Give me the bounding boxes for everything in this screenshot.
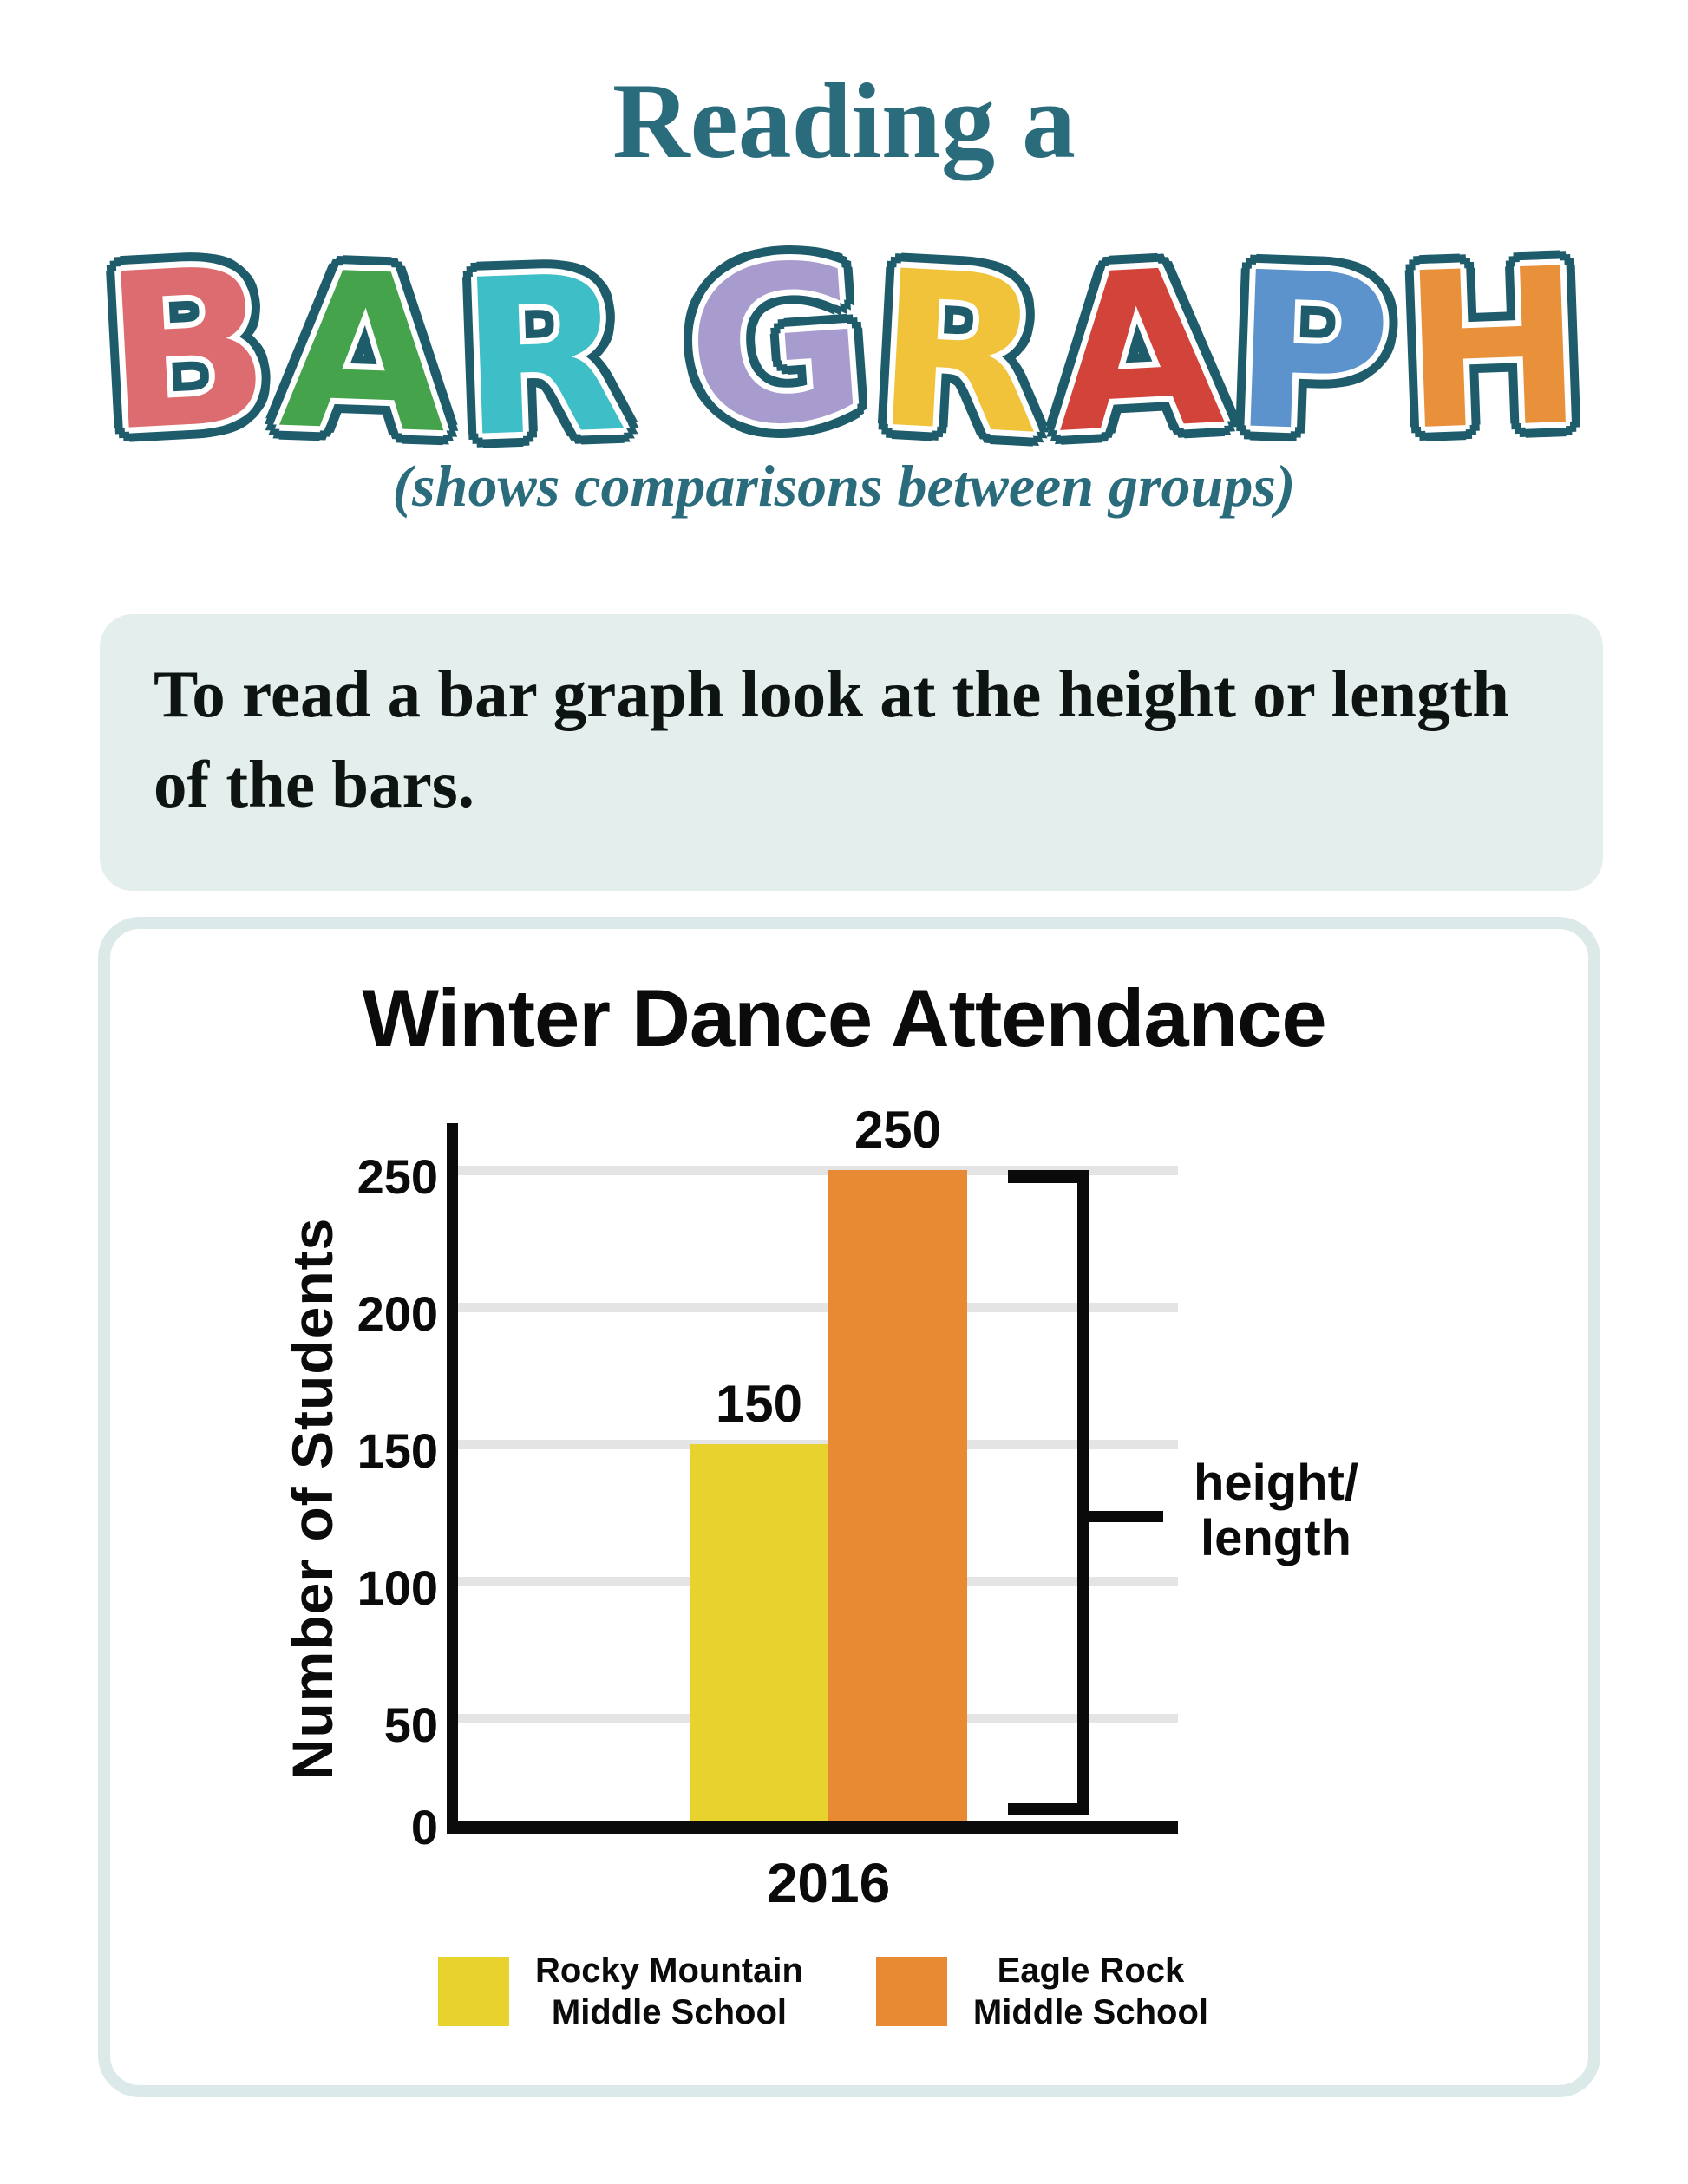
wordmark-letter-g: G [676,213,877,481]
page-kicker: Reading a [612,62,1076,180]
intro-text-line2: of the bars. [154,747,474,821]
legend-label-line: Eagle Rock [997,1952,1185,1990]
wordmark-letter-b: B [95,218,280,483]
legend-swatch [875,1957,947,2026]
legend-swatch [437,1957,509,2026]
intro-text-line1: To read a bar graph look at the height o… [154,657,1510,731]
wordmark-letter-h: H [1395,219,1591,482]
y-axis-title: Number of Students [280,1217,344,1781]
legend-label-line: Middle School [551,1993,787,2031]
chart-legend: Rocky Mountain Middle School Eagle Rock Mid… [84,1950,1562,2033]
page-subtitle: (shows comparisons between groups) [392,453,1296,519]
bracket-bottom-arm [1008,1803,1089,1815]
bracket-top-arm [1008,1170,1089,1183]
intro-box: To read a bar graph look at the height o… [100,614,1603,891]
wordmark-letter-r: R [866,221,1052,487]
wordmark-letter-p: P [1225,222,1399,485]
legend-item-rocky-mountain: Rocky Mountain Middle School [437,1950,803,2033]
chart-title: Winter Dance Attendance [362,972,1326,1063]
wordmark-letter-a: A [1044,219,1232,486]
bracket-vertical-line [1077,1170,1089,1815]
bracket-middle-tick [1089,1511,1163,1522]
intro-text: To read a bar graph look at the height o… [154,649,1559,829]
height-length-label: height/ length [1168,1455,1384,1566]
height-length-line2: length [1201,1510,1351,1566]
legend-item-eagle-rock: Eagle Rock Middle School [875,1950,1208,2033]
legend-label: Eagle Rock Middle School [973,1950,1208,2033]
legend-label: Rocky Mountain Middle School [535,1950,803,2033]
legend-label-line: Rocky Mountain [534,1952,803,1990]
x-category-label: 2016 [766,1852,891,1914]
wordmark-letter-a: A [272,222,455,486]
legend-label-line: Middle School [972,1993,1209,2031]
height-length-line1: height/ [1193,1455,1359,1511]
wordmark-letter-r: R [452,226,634,488]
